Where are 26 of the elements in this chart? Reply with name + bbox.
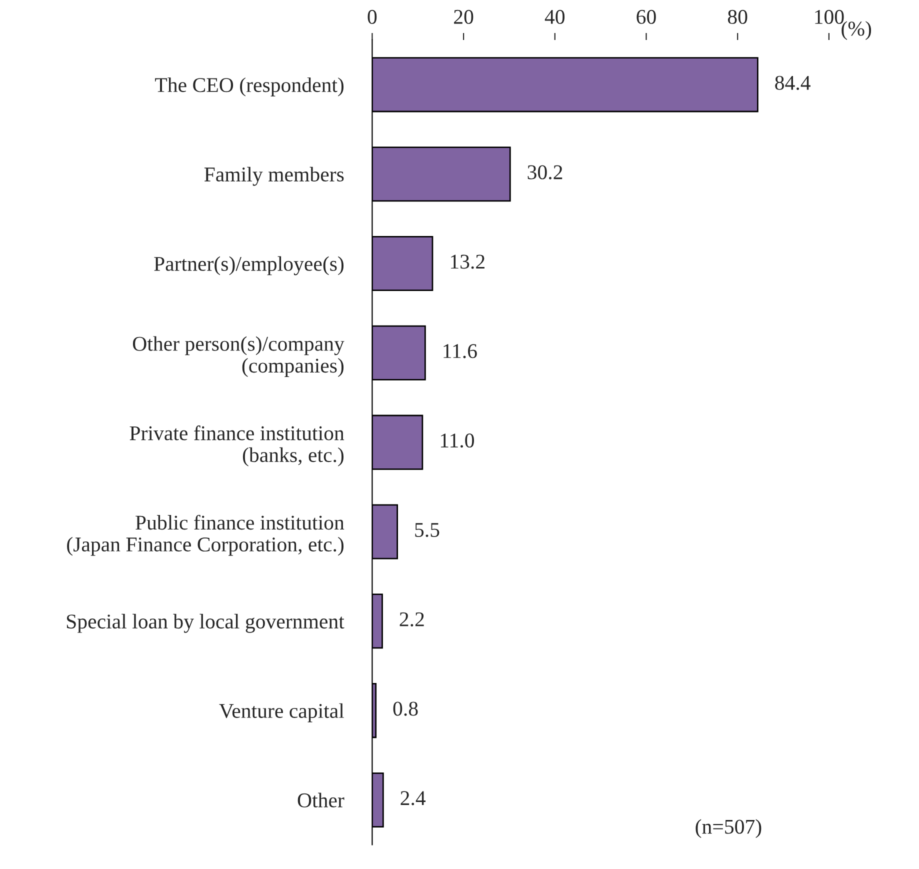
data-label: 2.4	[400, 791, 426, 806]
y-tick-label: Partner(s)/employee(s)	[154, 256, 344, 276]
data-label: 5.5	[415, 523, 440, 538]
x-tick-label: 0	[368, 10, 377, 24]
x-tick-label: 100	[815, 10, 844, 24]
annotation: (n=507)	[696, 819, 762, 838]
y-tick-label: Public finance institution (Japan Finance Corporation, etc.)	[67, 514, 344, 556]
y-tick-label: Private finance institution (banks, etc.)	[130, 425, 344, 466]
y-tick-label: Family members	[204, 166, 344, 186]
y-tick-label: The CEO (respondent)	[155, 77, 344, 96]
data-label: 84.4	[775, 76, 810, 90]
data-label: 2.2	[400, 612, 424, 626]
y-tick-label: Venture capital	[219, 703, 344, 722]
data-label: 13.2	[450, 254, 484, 269]
data-label: 30.2	[528, 165, 562, 180]
data-label: 0.8	[393, 702, 418, 716]
x-tick-label: 60	[636, 10, 656, 24]
data-label: 11.6	[444, 344, 477, 358]
y-tick-label: Special loan by local government	[66, 614, 344, 633]
y-tick-label: Other person(s)/company (companies)	[132, 336, 344, 377]
data-label: 11.0	[440, 433, 474, 448]
y-tick-label: Other	[298, 792, 344, 808]
x-tick-label: 40	[544, 10, 565, 24]
x-tick-label: 80	[728, 10, 748, 24]
x-axis-title: (%)	[842, 21, 872, 40]
x-tick-label: 20	[454, 10, 474, 24]
